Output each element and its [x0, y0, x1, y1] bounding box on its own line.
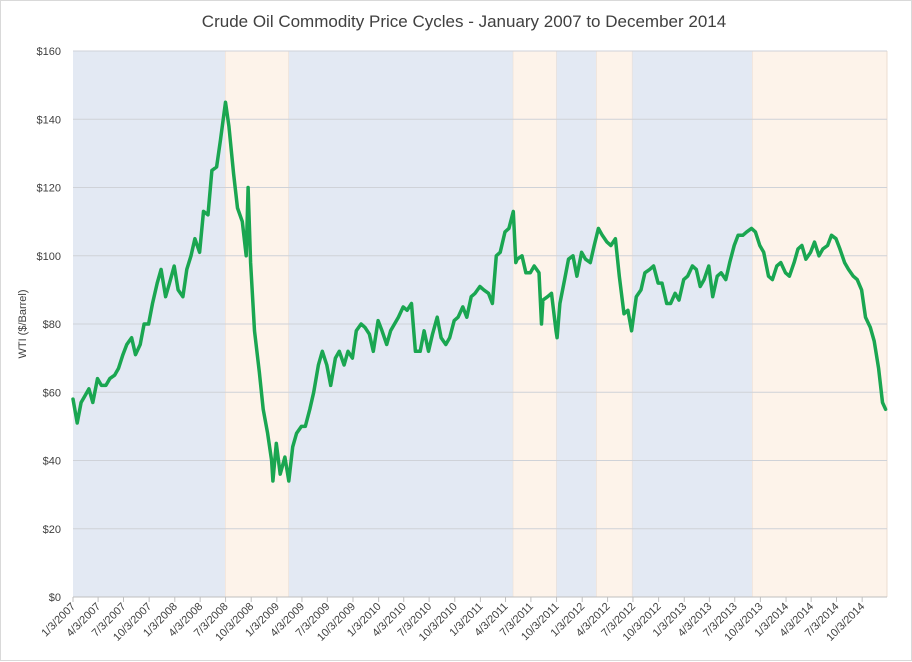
- y-tick-label: $60: [43, 387, 61, 399]
- y-tick-label: $20: [43, 524, 61, 536]
- y-tick-label: $120: [37, 183, 61, 195]
- y-tick-label: $100: [37, 251, 61, 263]
- y-tick-label: $0: [49, 592, 61, 604]
- x-axis-ticks: 1/3/20074/3/20077/3/200710/3/20071/3/200…: [39, 597, 867, 644]
- y-tick-label: $160: [37, 46, 61, 58]
- y-tick-label: $140: [37, 114, 61, 126]
- y-tick-label: $40: [43, 456, 61, 468]
- price-series-line: [71, 100, 888, 483]
- chart-title: Crude Oil Commodity Price Cycles - Janua…: [202, 12, 726, 31]
- y-axis-label: WTI ($/Barrel): [17, 289, 29, 358]
- y-axis-ticks: $0 $20 $40 $60 $80 $100 $120 $140 $160: [37, 46, 61, 604]
- y-tick-label: $80: [43, 319, 61, 331]
- series-line-group: [71, 100, 888, 483]
